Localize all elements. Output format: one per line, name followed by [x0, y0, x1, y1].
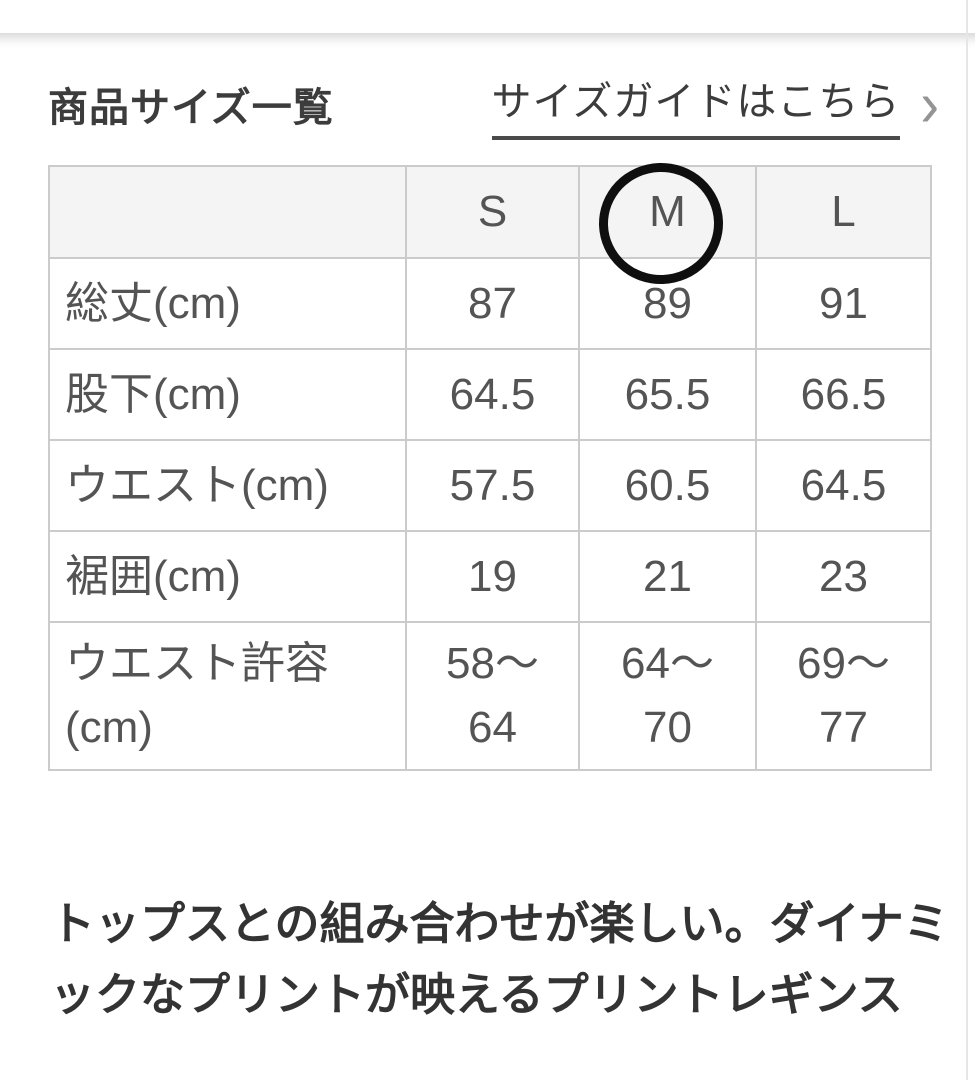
size-value-cell: 60.5 — [578, 439, 757, 532]
right-edge-line — [966, 0, 968, 1080]
size-value-cell: 69〜 77 — [755, 621, 932, 771]
size-value-cell: 21 — [578, 530, 757, 623]
size-guide-link-label[interactable]: サイズガイドはこちら — [491, 69, 901, 140]
row-label: 股下(cm) — [48, 348, 407, 441]
size-column-header-l: L — [755, 165, 932, 259]
size-value-cell: 19 — [405, 530, 580, 623]
size-value-cell: 58〜 64 — [405, 621, 580, 771]
size-table-header-row: S M L — [48, 165, 932, 259]
size-value-cell: 64〜 70 — [578, 621, 757, 771]
size-value-cell: 64.5 — [755, 439, 932, 532]
table-row-waist-allowance: ウエスト許容 (cm) 58〜 64 64〜 70 69〜 77 — [48, 621, 932, 771]
size-guide-link[interactable]: サイズガイドはこちら › — [491, 67, 939, 140]
size-value-cell: 65.5 — [578, 348, 757, 441]
size-value-cell: 89 — [578, 257, 757, 350]
row-label: 裾囲(cm) — [48, 530, 407, 623]
table-row-waist: ウエスト(cm) 57.5 60.5 64.5 — [48, 439, 932, 532]
size-table: S M L 総丈(cm) 87 89 91 股下(cm) 64.5 65.5 6… — [48, 165, 932, 771]
size-column-header-blank — [48, 165, 407, 259]
size-value-cell: 23 — [755, 530, 932, 623]
row-label: 総丈(cm) — [48, 257, 407, 350]
size-value-cell: 57.5 — [405, 439, 580, 532]
table-row-hem: 裾囲(cm) 19 21 23 — [48, 530, 932, 623]
size-value-cell: 91 — [755, 257, 932, 350]
header-shadow — [0, 0, 975, 33]
size-column-header-m: M — [578, 165, 757, 259]
size-value-cell: 87 — [405, 257, 580, 350]
table-row-inseam: 股下(cm) 64.5 65.5 66.5 — [48, 348, 932, 441]
row-label: ウエスト許容 (cm) — [48, 621, 407, 771]
product-description: トップスとの組み合わせが楽しい。ダイナミックなプリントが映えるプリントレギンス — [50, 898, 949, 1020]
size-value-cell: 66.5 — [755, 348, 932, 441]
section-title: 商品サイズ一覧 — [48, 86, 334, 130]
size-column-header-s: S — [405, 165, 580, 259]
table-row-length: 総丈(cm) 87 89 91 — [48, 257, 932, 350]
size-value-cell: 64.5 — [405, 348, 580, 441]
row-label: ウエスト(cm) — [48, 439, 407, 532]
size-section-header: 商品サイズ一覧 サイズガイドはこちら › — [48, 71, 939, 140]
chevron-right-icon: › — [920, 67, 939, 140]
